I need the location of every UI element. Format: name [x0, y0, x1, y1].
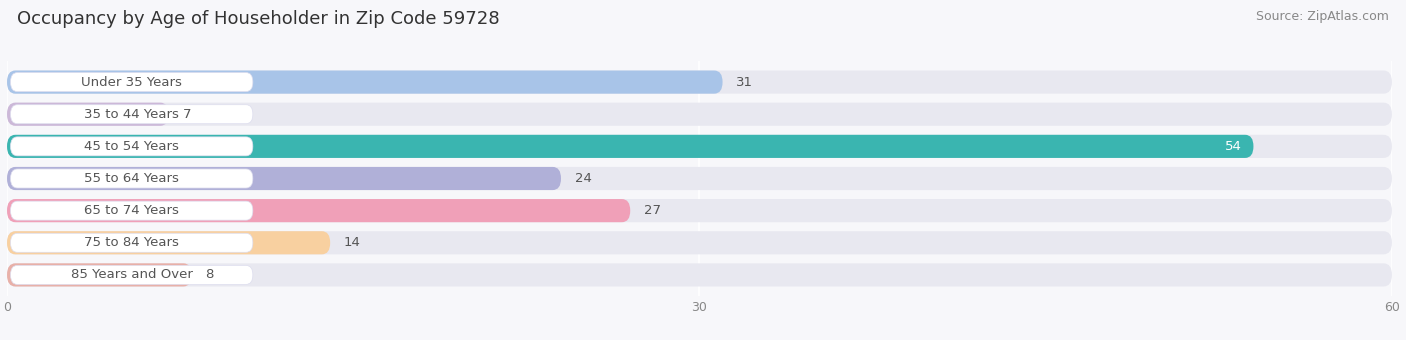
FancyBboxPatch shape	[7, 167, 561, 190]
FancyBboxPatch shape	[7, 231, 330, 254]
FancyBboxPatch shape	[7, 103, 169, 126]
FancyBboxPatch shape	[7, 199, 630, 222]
FancyBboxPatch shape	[7, 135, 1392, 158]
FancyBboxPatch shape	[7, 70, 723, 94]
Text: Occupancy by Age of Householder in Zip Code 59728: Occupancy by Age of Householder in Zip C…	[17, 10, 499, 28]
Text: 7: 7	[183, 108, 191, 121]
FancyBboxPatch shape	[7, 264, 191, 287]
FancyBboxPatch shape	[10, 137, 253, 156]
Text: 27: 27	[644, 204, 661, 217]
Text: 54: 54	[1225, 140, 1241, 153]
Text: 24: 24	[575, 172, 592, 185]
FancyBboxPatch shape	[7, 231, 1392, 254]
Text: Source: ZipAtlas.com: Source: ZipAtlas.com	[1256, 10, 1389, 23]
FancyBboxPatch shape	[10, 105, 253, 124]
Text: Under 35 Years: Under 35 Years	[82, 75, 183, 89]
Text: 14: 14	[344, 236, 361, 249]
FancyBboxPatch shape	[10, 169, 253, 188]
Text: 31: 31	[737, 75, 754, 89]
FancyBboxPatch shape	[7, 264, 1392, 287]
Text: 65 to 74 Years: 65 to 74 Years	[84, 204, 179, 217]
Text: 35 to 44 Years: 35 to 44 Years	[84, 108, 179, 121]
FancyBboxPatch shape	[10, 73, 253, 91]
FancyBboxPatch shape	[7, 135, 1254, 158]
Text: 85 Years and Over: 85 Years and Over	[70, 268, 193, 282]
Text: 75 to 84 Years: 75 to 84 Years	[84, 236, 179, 249]
Text: 45 to 54 Years: 45 to 54 Years	[84, 140, 179, 153]
FancyBboxPatch shape	[10, 233, 253, 252]
Text: 55 to 64 Years: 55 to 64 Years	[84, 172, 179, 185]
FancyBboxPatch shape	[10, 201, 253, 220]
FancyBboxPatch shape	[7, 70, 1392, 94]
FancyBboxPatch shape	[10, 266, 253, 284]
FancyBboxPatch shape	[7, 199, 1392, 222]
Text: 8: 8	[205, 268, 214, 282]
FancyBboxPatch shape	[7, 103, 1392, 126]
FancyBboxPatch shape	[7, 167, 1392, 190]
